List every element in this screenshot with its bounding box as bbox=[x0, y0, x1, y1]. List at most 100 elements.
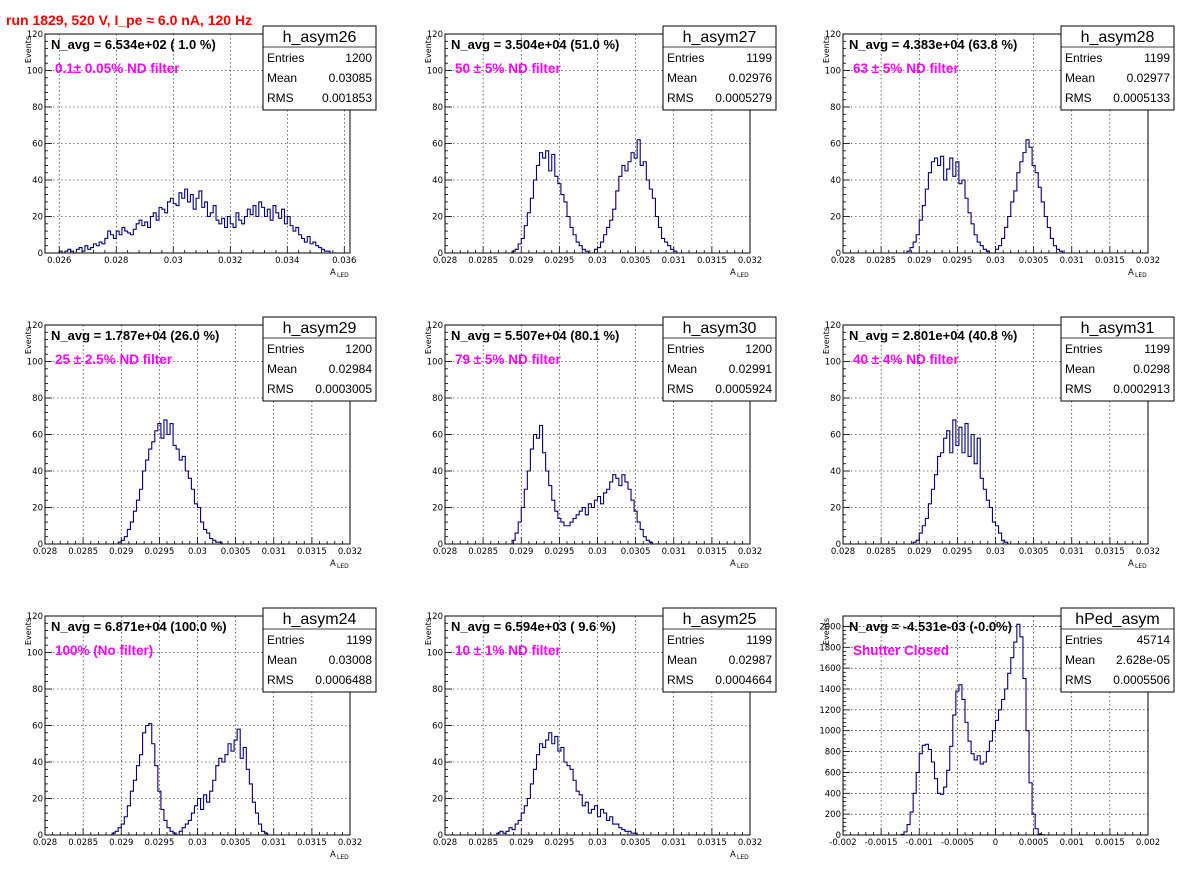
y-tick-label: 80 bbox=[32, 685, 43, 695]
x-tick-label: 0.002 bbox=[1136, 838, 1160, 848]
stats-value-mean: 0.0298 bbox=[1133, 362, 1170, 376]
x-tick-label: 0.0305 bbox=[621, 256, 651, 266]
stats-box: h_asym24 Entries 1199 Mean 0.03008 RMS 0.00064… bbox=[262, 607, 377, 693]
y-tick-label: 120 bbox=[825, 321, 841, 331]
navg-label: N_avg = 6.594e+03 ( 9.6 %) bbox=[451, 619, 616, 634]
x-tick-label: 0.03 bbox=[188, 838, 207, 848]
x-tick-label: 0.0315 bbox=[1095, 256, 1125, 266]
x-tick-label: 0.031 bbox=[262, 547, 286, 557]
histogram-name: h_asym31 bbox=[1081, 320, 1155, 337]
y-tick-label: 80 bbox=[432, 103, 443, 113]
y-tick-label: 120 bbox=[825, 30, 841, 40]
navg-label: N_avg = 5.507e+04 (80.1 %) bbox=[451, 328, 619, 343]
y-tick-label: 200 bbox=[825, 810, 841, 820]
x-axis-label: A bbox=[330, 268, 336, 278]
stats-key: Mean bbox=[1065, 653, 1095, 667]
stats-value-rms: 0.0005133 bbox=[1113, 91, 1170, 105]
stats-key: Entries bbox=[667, 51, 704, 65]
y-tick-label: 80 bbox=[32, 103, 43, 113]
stats-key: Mean bbox=[1065, 71, 1095, 85]
y-tick-label: 0 bbox=[836, 540, 841, 550]
y-tick-label: 40 bbox=[432, 467, 443, 477]
navg-label: N_avg = -4.531e-03 (-0.0%) bbox=[849, 619, 1012, 634]
filter-label: 50 ± 5% ND filter bbox=[455, 61, 561, 76]
y-tick-label: 40 bbox=[32, 467, 43, 477]
x-tick-label: 0.0285 bbox=[866, 547, 896, 557]
x-tick-label: 0.0285 bbox=[468, 838, 498, 848]
y-tick-label: 40 bbox=[432, 176, 443, 186]
stats-key: RMS bbox=[667, 382, 694, 396]
y-tick-label: 0 bbox=[38, 831, 43, 841]
stats-value-rms: 0.0006488 bbox=[315, 673, 372, 687]
y-tick-label: 60 bbox=[830, 140, 841, 150]
x-tick-label: 0.032 bbox=[738, 547, 762, 557]
histogram-panel-h_asym26: 0.026 0.028 0.03 0.032 0.034 0.036 0 20 40 60 80 10… bbox=[24, 25, 377, 279]
stats-value-rms: 0.001853 bbox=[322, 91, 372, 105]
x-tick-label: 0.03 bbox=[986, 547, 1005, 557]
y-tick-label: 100 bbox=[27, 67, 43, 77]
y-tick-label: 60 bbox=[32, 431, 43, 441]
x-tick-label: 0.031 bbox=[662, 547, 686, 557]
y-tick-label: 0 bbox=[438, 831, 443, 841]
y-tick-label: 100 bbox=[825, 358, 841, 368]
histogram-panel-h_asym30: 0.028 0.0285 0.029 0.0295 0.03 0.0305 0.031 0.0… bbox=[424, 316, 777, 570]
stats-key: RMS bbox=[1065, 382, 1092, 396]
x-tick-label: 0.0305 bbox=[621, 838, 651, 848]
stats-box: h_asym30 Entries 1200 Mean 0.02991 RMS 0.00059… bbox=[662, 316, 777, 402]
x-axis-label-subscript: LED bbox=[1135, 272, 1147, 279]
stats-key: RMS bbox=[667, 91, 694, 105]
filter-label: 0.1± 0.05% ND filter bbox=[55, 61, 180, 76]
x-tick-label: 0.0295 bbox=[545, 547, 575, 557]
x-tick-label: 0.031 bbox=[1060, 547, 1084, 557]
y-tick-label: 80 bbox=[830, 394, 841, 404]
y-tick-label: 400 bbox=[825, 789, 841, 799]
y-axis-label: Events bbox=[24, 618, 33, 645]
y-tick-label: 120 bbox=[27, 30, 43, 40]
x-tick-label: 0.031 bbox=[662, 838, 686, 848]
x-tick-label: 0.0015 bbox=[1095, 838, 1125, 848]
x-tick-label: -0.0015 bbox=[865, 838, 898, 848]
navg-label: N_avg = 1.787e+04 (26.0 %) bbox=[51, 328, 219, 343]
stats-value-entries: 1199 bbox=[746, 633, 772, 647]
stats-value-rms: 0.0005506 bbox=[1113, 673, 1170, 687]
x-axis-label: A bbox=[1128, 268, 1134, 278]
x-axis-label: A bbox=[330, 559, 336, 569]
x-tick-label: 0.0285 bbox=[68, 547, 98, 557]
y-tick-label: 1600 bbox=[819, 664, 841, 674]
stats-box: hPed_asym Entries 45714 Mean 2.628e-05 RMS 0.0… bbox=[1060, 607, 1175, 693]
stats-box-border bbox=[262, 316, 377, 402]
histogram-panel-h_asym25: 0.028 0.0285 0.029 0.0295 0.03 0.0305 0.031 0.0… bbox=[424, 607, 777, 861]
navg-label: N_avg = 6.534e+02 ( 1.0 %) bbox=[51, 37, 216, 52]
x-axis-label-subscript: LED bbox=[337, 272, 349, 279]
x-tick-label: 0.0305 bbox=[1019, 256, 1049, 266]
x-tick-label: 0.028 bbox=[433, 547, 457, 557]
x-tick-label: 0.0005 bbox=[1019, 838, 1049, 848]
stats-key: Mean bbox=[1065, 362, 1095, 376]
x-tick-label: 0.0305 bbox=[1019, 547, 1049, 557]
y-tick-label: 40 bbox=[32, 758, 43, 768]
y-tick-label: 600 bbox=[825, 768, 841, 778]
stats-key: Entries bbox=[267, 342, 304, 356]
navg-label: N_avg = 4.383e+04 (63.8 %) bbox=[849, 37, 1017, 52]
histogram-panel-h_asym29: 0.028 0.0285 0.029 0.0295 0.03 0.0305 0.031 0.0… bbox=[24, 316, 377, 570]
run-title: run 1829, 520 V, I_pe ≈ 6.0 nA, 120 Hz bbox=[6, 12, 252, 28]
stats-value-mean: 0.02984 bbox=[329, 362, 373, 376]
y-tick-label: 80 bbox=[830, 103, 841, 113]
y-tick-label: 100 bbox=[27, 358, 43, 368]
stats-key: Mean bbox=[267, 362, 297, 376]
x-tick-label: 0.0285 bbox=[468, 547, 498, 557]
y-axis-label: Events bbox=[424, 36, 433, 63]
x-tick-label: -0.002 bbox=[829, 838, 856, 848]
stats-value-rms: 0.0002913 bbox=[1113, 382, 1170, 396]
histogram-name: h_asym26 bbox=[283, 29, 357, 46]
filter-label: 63 ± 5% ND filter bbox=[853, 61, 959, 76]
stats-value-entries: 1199 bbox=[746, 51, 772, 65]
histogram-line bbox=[445, 139, 750, 254]
stats-key: RMS bbox=[267, 382, 294, 396]
x-tick-label: 0.001 bbox=[1060, 838, 1084, 848]
x-axis-label: A bbox=[730, 268, 736, 278]
x-tick-label: 0.0295 bbox=[145, 547, 175, 557]
y-tick-label: 60 bbox=[432, 722, 443, 732]
stats-box-border bbox=[1060, 25, 1175, 111]
stats-key: Entries bbox=[667, 633, 704, 647]
